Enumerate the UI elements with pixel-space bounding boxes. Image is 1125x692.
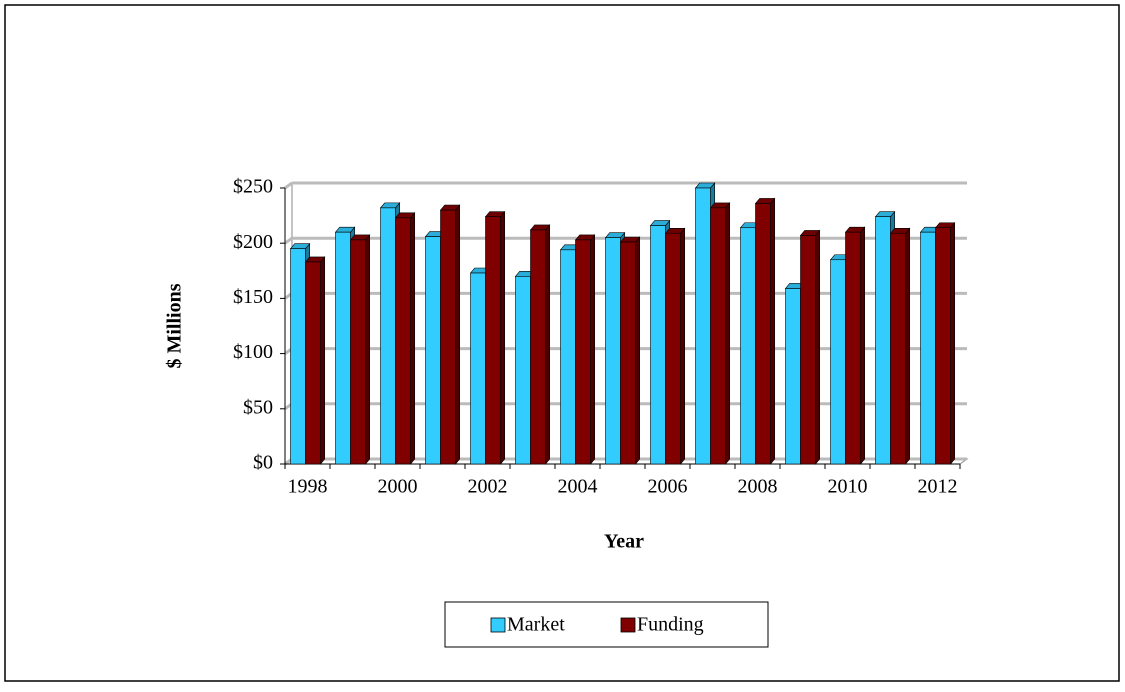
bar-side	[320, 256, 326, 465]
bar-front	[350, 239, 366, 465]
x-axis-title: Year	[604, 531, 644, 553]
bar-side	[860, 226, 866, 465]
x-tick-label: 2012	[918, 476, 958, 498]
legend-label: Market	[507, 614, 565, 636]
grid-line-side	[284, 236, 293, 245]
bar	[394, 211, 416, 465]
bar-front	[530, 229, 546, 465]
bar-front	[875, 216, 891, 465]
bar-side	[725, 202, 731, 465]
x-tick-label: 2008	[738, 476, 778, 498]
bar-side	[680, 227, 686, 465]
bar-side	[545, 224, 551, 465]
bar-side	[410, 211, 416, 465]
bar-front	[425, 236, 441, 465]
bar-front	[695, 187, 711, 465]
bar	[304, 256, 326, 465]
bar	[844, 226, 866, 465]
grid-line-side	[284, 181, 293, 190]
bar	[349, 234, 371, 465]
bar	[889, 227, 911, 465]
y-axis-title: $ Millions	[164, 283, 186, 368]
bar	[439, 204, 461, 465]
y-tick-label: $100	[233, 341, 273, 363]
bar-front	[395, 217, 411, 465]
bar-side	[950, 221, 956, 465]
bar	[664, 227, 686, 465]
bar-front	[740, 227, 756, 465]
bar-front	[935, 227, 951, 465]
bar-side	[905, 227, 911, 465]
y-tick-label: $0	[253, 452, 273, 474]
x-tick-label: 2000	[378, 476, 418, 498]
bar-front	[800, 235, 816, 465]
bar-front	[755, 203, 771, 465]
bar	[934, 221, 956, 465]
bar-side	[455, 204, 461, 465]
bar-front	[290, 248, 306, 465]
y-tick-label: $150	[233, 286, 273, 308]
bar-side	[770, 197, 776, 465]
bar-side	[815, 229, 821, 465]
legend-label: Funding	[637, 614, 704, 636]
bar-front	[785, 288, 801, 465]
legend-swatch	[490, 617, 506, 633]
bar-front	[665, 232, 681, 465]
bar	[799, 229, 821, 465]
bar-front	[710, 207, 726, 465]
bar-front	[305, 261, 321, 465]
bar-front	[920, 231, 936, 465]
bar-front	[890, 232, 906, 465]
bar-side	[635, 236, 641, 465]
x-tick-label: 2010	[828, 476, 868, 498]
bar-side	[590, 234, 596, 465]
bar-front	[485, 216, 501, 465]
bar	[619, 236, 641, 465]
bar-front	[380, 207, 396, 465]
bar-front	[575, 239, 591, 465]
x-tick-label: 2004	[558, 476, 598, 498]
bar	[574, 234, 596, 465]
bar	[754, 197, 776, 465]
bar-front	[335, 231, 351, 465]
bar-front	[620, 241, 636, 465]
bar	[484, 210, 506, 465]
bar-side	[500, 210, 506, 465]
bar-side	[365, 234, 371, 465]
bar-front	[650, 225, 666, 465]
bar-front	[440, 209, 456, 465]
y-tick-label: $250	[233, 176, 273, 198]
bar-front	[830, 259, 846, 465]
bar-front	[605, 237, 621, 465]
bar-front	[845, 231, 861, 465]
y-tick-label: $50	[243, 396, 273, 418]
bar	[709, 202, 731, 465]
x-tick-label: 2006	[648, 476, 688, 498]
legend-swatch	[620, 617, 636, 633]
x-tick-label: 1998	[288, 476, 328, 498]
bar	[529, 224, 551, 465]
x-tick-label: 2002	[468, 476, 508, 498]
bar-front	[515, 276, 531, 465]
bar-front	[560, 249, 576, 465]
bar-front	[470, 272, 486, 465]
y-tick-label: $200	[233, 231, 273, 253]
